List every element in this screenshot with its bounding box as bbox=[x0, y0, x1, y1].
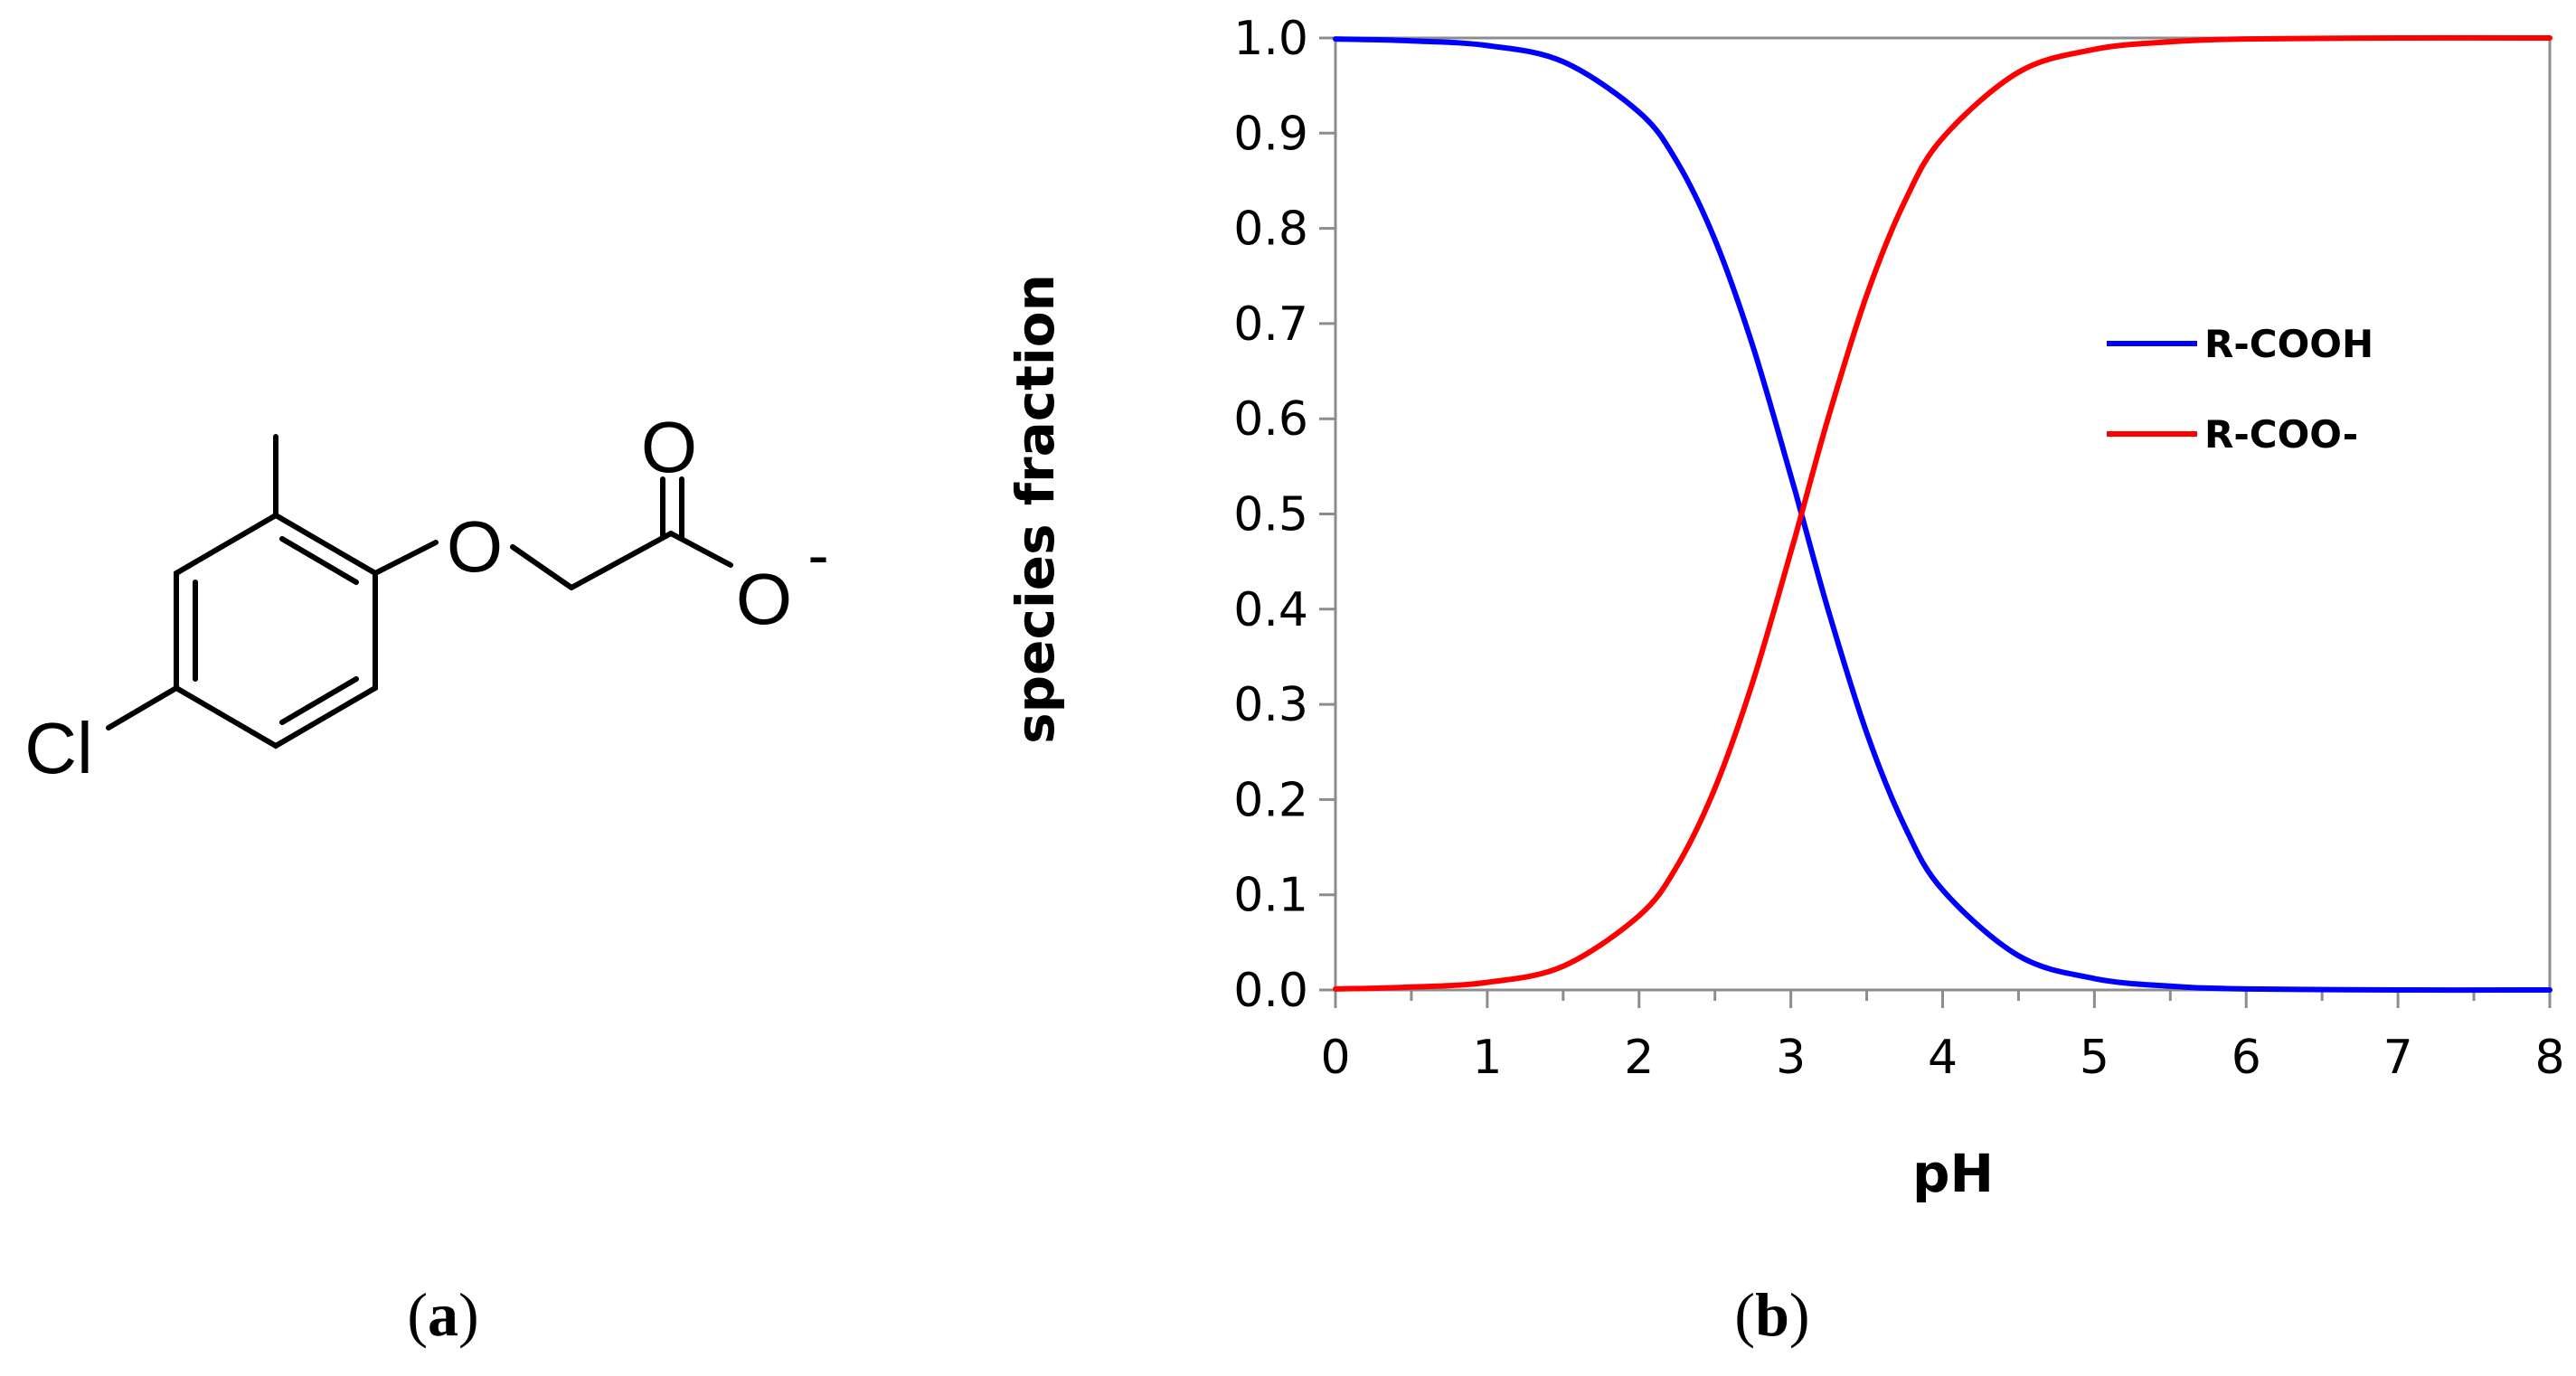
x-tick-label: 1 bbox=[1472, 1031, 1502, 1085]
y-tick-label: 0.9 bbox=[1233, 107, 1308, 161]
svg-text:(a): (a) bbox=[407, 1280, 478, 1349]
series-layer bbox=[1333, 34, 2552, 994]
x-tick-label: 2 bbox=[1624, 1031, 1654, 1085]
y-tick-label: 0.1 bbox=[1233, 869, 1308, 923]
x-axis: 0 1 2 3 4 5 6 7 8 bbox=[1320, 988, 2565, 1085]
series-line-r-cooh bbox=[1333, 36, 2552, 994]
y-tick-label: 0.5 bbox=[1233, 488, 1308, 542]
ch2-carbon-bond bbox=[569, 531, 674, 590]
carbonyl-oxygen-label: O bbox=[641, 407, 697, 487]
y-tick-label: 0.3 bbox=[1233, 678, 1308, 732]
ether-oxygen-label: O bbox=[447, 506, 503, 587]
y-tick-label: 0.7 bbox=[1233, 297, 1308, 352]
panel-a-letter: a bbox=[428, 1280, 458, 1349]
y-axis-title: species fraction bbox=[1005, 274, 1066, 744]
y-axis: 0.0 0.1 0.2 0.3 0.4 0.5 0.6 0.7 0.8 0.9 1.0 bbox=[1233, 12, 1337, 1018]
y-tick-label: 0.8 bbox=[1233, 203, 1308, 257]
y-tick-label: 0.2 bbox=[1233, 773, 1308, 827]
y-tick-label: 0.4 bbox=[1233, 583, 1308, 637]
panel-b-label: (b) bbox=[1734, 1280, 1809, 1349]
panel-a-close-paren: ) bbox=[458, 1280, 479, 1349]
y-tick-label: 0.6 bbox=[1233, 392, 1308, 447]
legend: R-COOH R-COO- bbox=[2107, 322, 2373, 457]
x-tick-label: 5 bbox=[2080, 1031, 2109, 1085]
ether-ch2-bond bbox=[510, 544, 574, 590]
svg-text:(b): (b) bbox=[1734, 1280, 1809, 1349]
chlorine-label: Cl bbox=[24, 708, 93, 788]
carboxylate-bond bbox=[668, 531, 733, 568]
legend-label-r-coo: R-COO- bbox=[2204, 412, 2358, 457]
anion-oxygen-label: O bbox=[736, 559, 792, 639]
negative-charge-label: - bbox=[807, 520, 828, 590]
chlorine-bond bbox=[106, 685, 179, 730]
y-tick-label: 0.0 bbox=[1233, 964, 1308, 1018]
plot-area-frame bbox=[1334, 36, 2552, 992]
species-fraction-chart: 0.0 0.1 0.2 0.3 0.4 0.5 0.6 0.7 0.8 0.9 1.0 0 1 2 3 4 5… bbox=[1005, 12, 2565, 1204]
ring-double-bond bbox=[279, 536, 359, 585]
x-tick-label: 7 bbox=[2383, 1031, 2413, 1085]
x-tick-label: 8 bbox=[2534, 1031, 2564, 1085]
benzene-ring bbox=[174, 512, 378, 749]
x-tick-label: 0 bbox=[1320, 1031, 1350, 1085]
panel-a-label: (a) bbox=[407, 1280, 478, 1349]
legend-label-r-cooh: R-COOH bbox=[2204, 322, 2373, 366]
molecule-structure bbox=[106, 434, 733, 749]
panel-b-open-paren: ( bbox=[1734, 1280, 1755, 1349]
panel-b-letter: b bbox=[1755, 1280, 1789, 1349]
x-tick-label: 4 bbox=[1928, 1031, 1958, 1085]
y-tick-label: 1.0 bbox=[1233, 12, 1308, 66]
panel-b-close-paren: ) bbox=[1789, 1280, 1810, 1349]
series-line-r-coo bbox=[1333, 34, 2552, 992]
ring-double-bond bbox=[279, 676, 359, 725]
ring-ether-bond bbox=[373, 540, 439, 576]
x-axis-title: pH bbox=[1912, 1143, 1994, 1204]
x-tick-label: 3 bbox=[1776, 1031, 1806, 1085]
panel-a-open-paren: ( bbox=[407, 1280, 428, 1349]
x-tick-label: 6 bbox=[2232, 1031, 2261, 1085]
